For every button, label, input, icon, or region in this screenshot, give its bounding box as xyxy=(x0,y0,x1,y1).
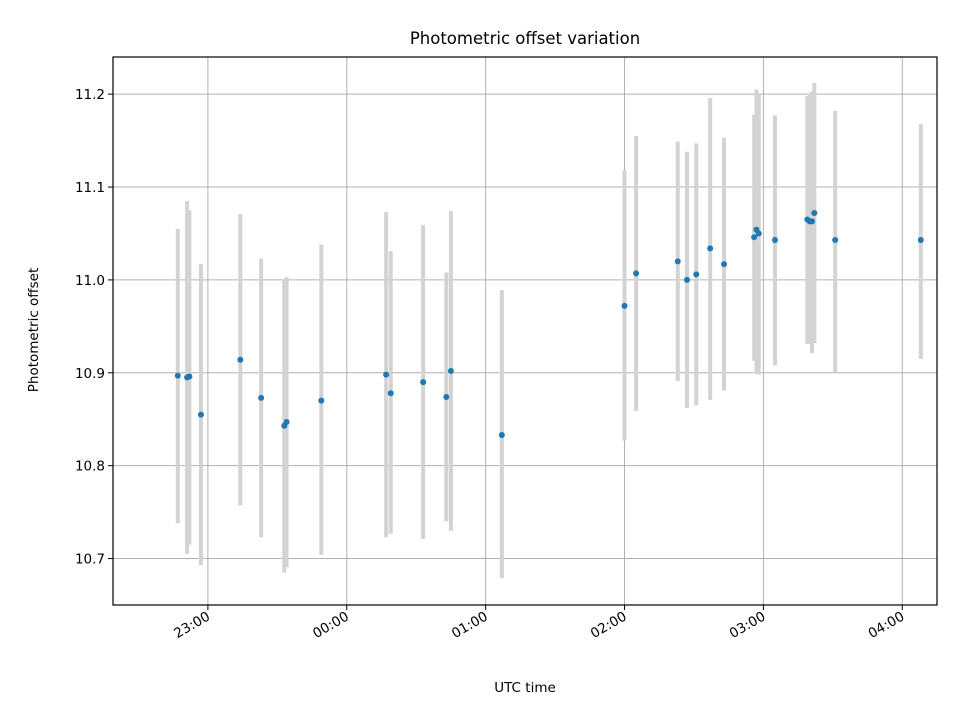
x-tick-label: 04:00 xyxy=(866,609,908,642)
data-point xyxy=(721,261,728,268)
data-point xyxy=(684,276,691,283)
y-axis-label: Photometric offset xyxy=(26,268,42,392)
y-tick-label: 11.0 xyxy=(75,273,105,289)
data-point xyxy=(174,372,181,379)
data-point xyxy=(447,367,454,374)
data-point xyxy=(633,270,640,277)
point-layer xyxy=(174,210,924,439)
data-point xyxy=(674,258,681,265)
data-point xyxy=(832,236,839,243)
data-point xyxy=(420,379,427,386)
data-point xyxy=(258,394,265,401)
plot-frame xyxy=(112,56,938,606)
data-point xyxy=(621,302,628,309)
data-point xyxy=(197,411,204,418)
data-point xyxy=(318,397,325,404)
data-point xyxy=(443,393,450,400)
data-point xyxy=(809,218,816,225)
data-point xyxy=(751,234,758,241)
chart-title: Photometric offset variation xyxy=(410,29,640,48)
data-point xyxy=(755,230,762,237)
x-tick-label: 02:00 xyxy=(588,609,630,642)
data-point xyxy=(283,419,290,426)
data-point xyxy=(707,245,714,252)
y-tick-label: 11.1 xyxy=(75,180,105,196)
data-point xyxy=(693,271,700,278)
data-point xyxy=(811,210,818,217)
data-point xyxy=(237,356,244,363)
y-tick-label: 10.8 xyxy=(75,459,105,475)
data-point xyxy=(383,371,390,378)
x-tick-label: 00:00 xyxy=(310,609,352,642)
x-tick-label: 23:00 xyxy=(171,609,213,642)
x-tick-label: 01:00 xyxy=(449,609,491,642)
data-point xyxy=(498,432,505,439)
data-point xyxy=(771,236,778,243)
grid-layer xyxy=(113,57,937,605)
y-tick-label: 11.2 xyxy=(75,87,105,103)
data-point xyxy=(186,373,193,380)
errorbar-layer xyxy=(175,83,923,579)
x-tick-label: 03:00 xyxy=(727,609,769,642)
y-tick-label: 10.7 xyxy=(75,552,105,568)
data-point xyxy=(917,236,924,243)
y-tick-label: 10.9 xyxy=(75,366,105,382)
x-axis-label: UTC time xyxy=(494,680,556,696)
data-point xyxy=(387,390,394,397)
